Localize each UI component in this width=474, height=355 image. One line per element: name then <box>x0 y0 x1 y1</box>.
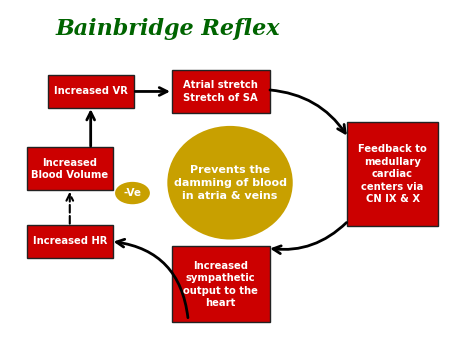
Ellipse shape <box>115 182 150 204</box>
FancyBboxPatch shape <box>172 246 270 322</box>
Text: Increased
Blood Volume: Increased Blood Volume <box>31 158 109 180</box>
FancyBboxPatch shape <box>27 147 113 191</box>
Text: Increased VR: Increased VR <box>54 87 128 97</box>
Text: -Ve: -Ve <box>124 188 141 198</box>
Ellipse shape <box>167 126 293 240</box>
Text: Bainbridge Reflex: Bainbridge Reflex <box>55 18 280 40</box>
Text: Atrial stretch
Stretch of SA: Atrial stretch Stretch of SA <box>183 80 258 103</box>
Text: Increased HR: Increased HR <box>33 236 107 246</box>
FancyBboxPatch shape <box>172 70 270 113</box>
FancyBboxPatch shape <box>27 225 113 258</box>
Text: Increased
sympathetic
output to the
heart: Increased sympathetic output to the hear… <box>183 261 258 308</box>
FancyBboxPatch shape <box>48 75 134 108</box>
Text: Prevents the
damming of blood
in atria & veins: Prevents the damming of blood in atria &… <box>173 164 286 201</box>
FancyBboxPatch shape <box>347 122 438 226</box>
Text: Feedback to
medullary
cardiac
centers via
CN IX & X: Feedback to medullary cardiac centers vi… <box>358 144 427 204</box>
